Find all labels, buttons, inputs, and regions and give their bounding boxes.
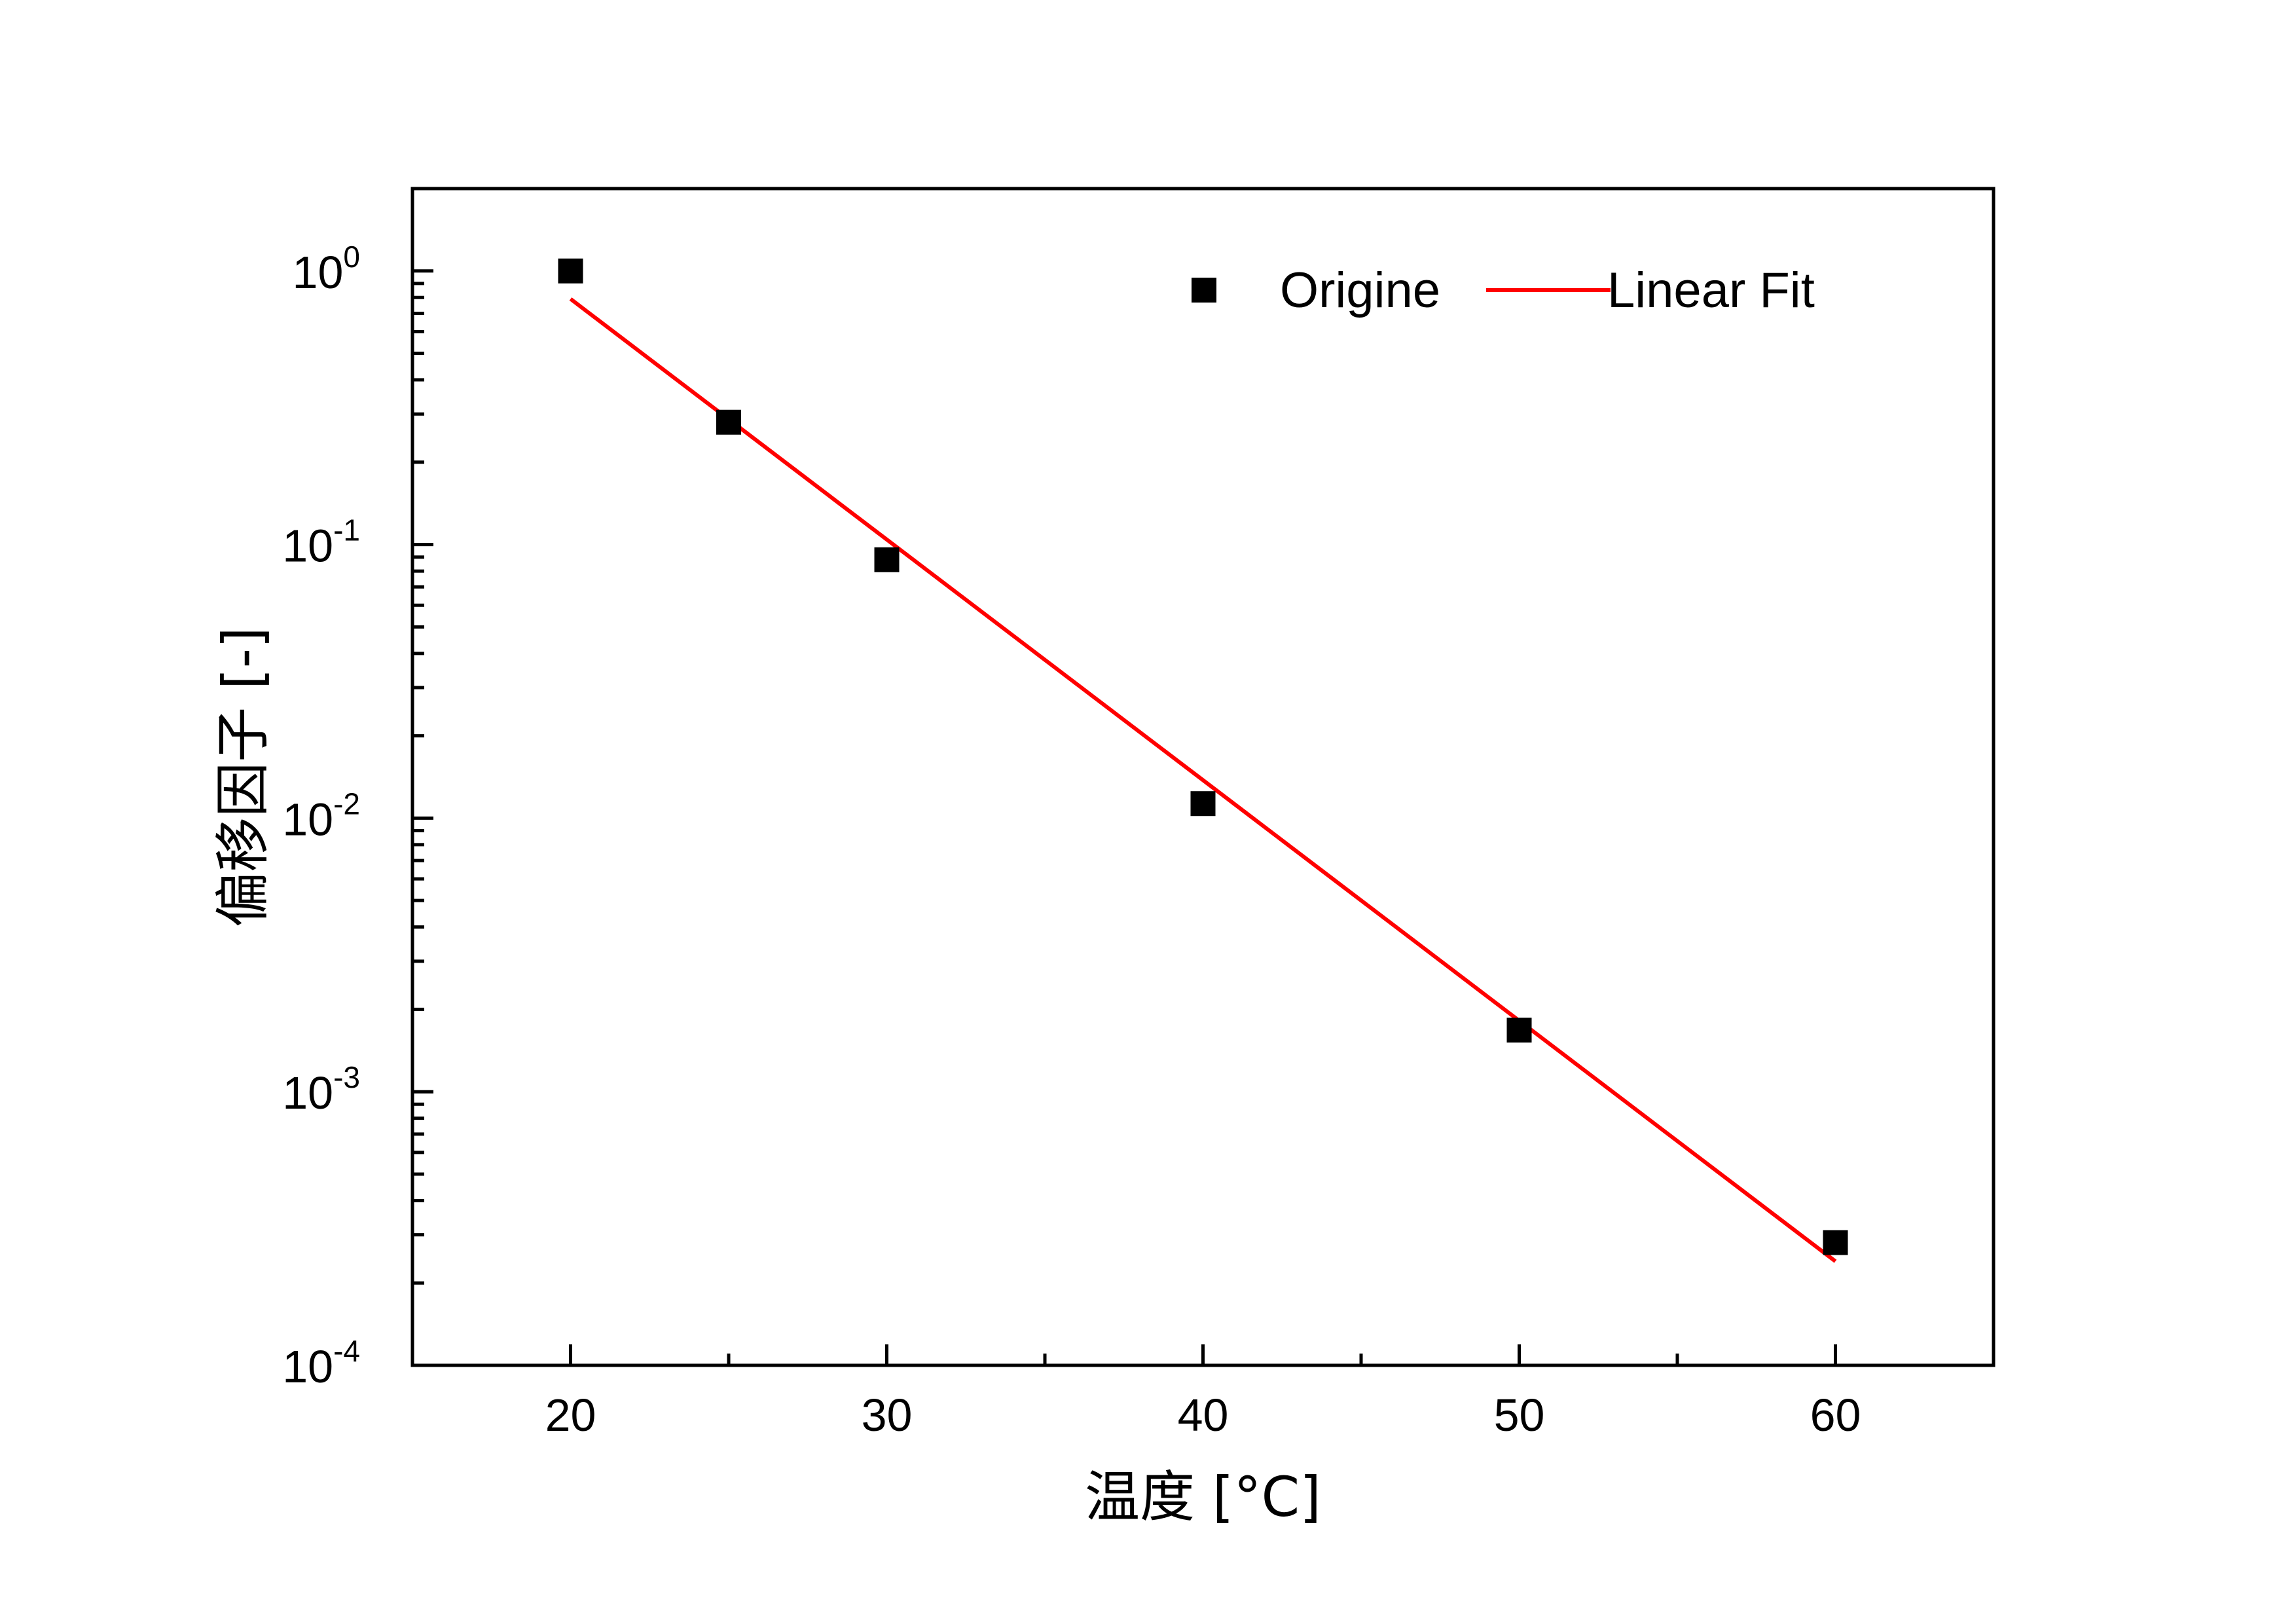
axis-ticks xyxy=(412,187,1837,1367)
y-tick-label: 10-4 xyxy=(282,1334,360,1392)
legend-label-origine: Origine xyxy=(1280,263,1440,318)
x-tick-label: 50 xyxy=(1494,1390,1545,1441)
x-tick-label: 20 xyxy=(545,1390,596,1441)
plot-area-frame xyxy=(410,187,1995,1367)
data-point xyxy=(558,258,583,284)
data-point xyxy=(1506,1018,1532,1043)
fit-line-layer xyxy=(569,297,1837,1263)
legend-label-linear-fit: Linear Fit xyxy=(1607,263,1815,318)
x-axis-title: 温度 [°C] xyxy=(1085,1465,1321,1529)
y-tick-label: 10-2 xyxy=(282,786,360,845)
y-tick-label: 10-3 xyxy=(282,1060,360,1118)
data-point xyxy=(1190,791,1216,817)
y-axis-title: 偏移因子 [-] xyxy=(211,627,275,927)
legend: Origine Linear Fit xyxy=(1192,263,1815,318)
x-tick-label: 60 xyxy=(1810,1390,1861,1441)
x-tick-labels: 20 30 40 50 60 xyxy=(545,1390,1861,1441)
data-point xyxy=(874,547,900,572)
y-tick-label: 100 xyxy=(293,240,360,298)
y-tick-labels: 100 10-1 10-2 10-3 10-4 xyxy=(282,240,360,1392)
y-tick-label: 10-1 xyxy=(282,513,360,572)
data-point xyxy=(1823,1230,1848,1255)
data-point xyxy=(716,409,741,435)
fit-line xyxy=(569,297,1837,1263)
legend-marker-square xyxy=(1192,278,1216,303)
x-tick-label: 40 xyxy=(1178,1390,1229,1441)
x-tick-label: 30 xyxy=(862,1390,913,1441)
data-points-layer xyxy=(558,258,1848,1255)
